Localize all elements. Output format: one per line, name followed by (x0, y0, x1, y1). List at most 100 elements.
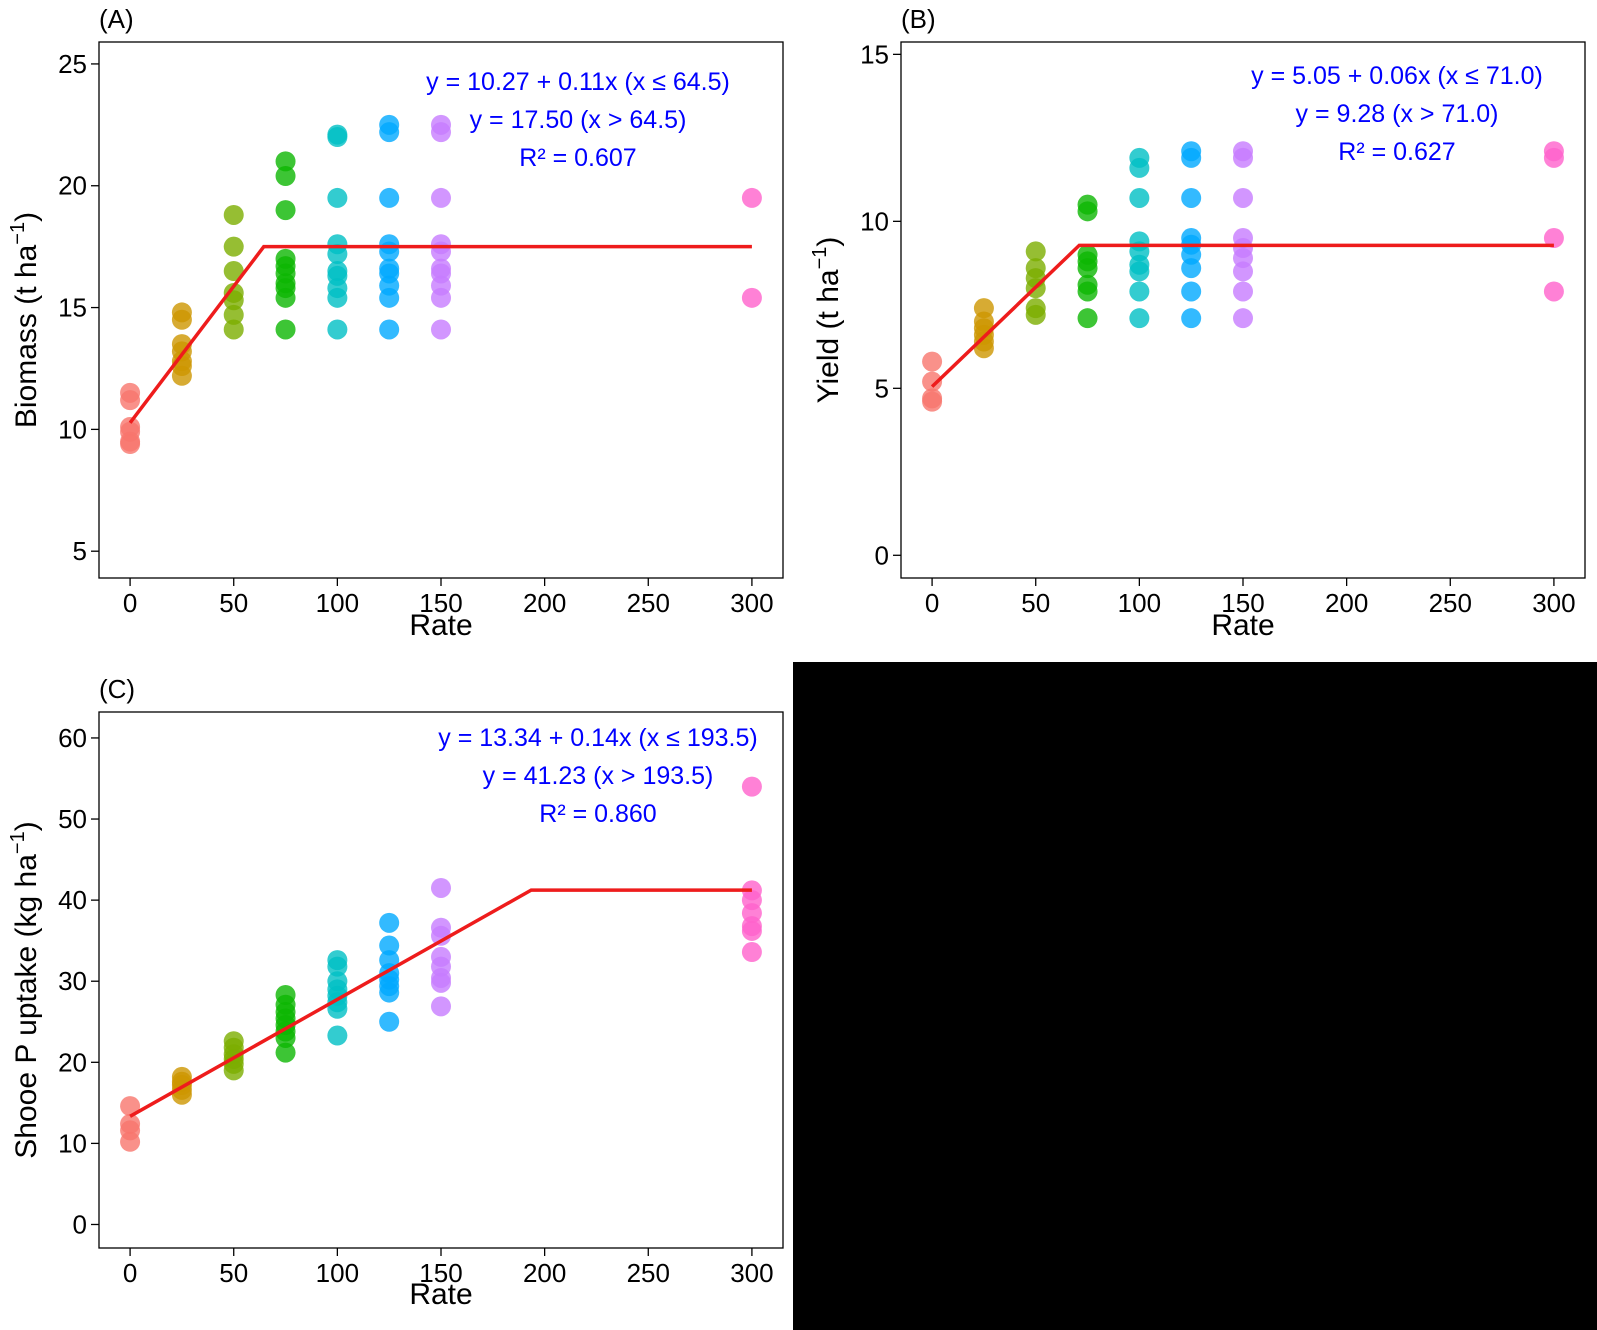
x-tick-label: 0 (123, 588, 137, 618)
data-point (922, 391, 943, 412)
empty-black-panel (793, 662, 1597, 1330)
y-axis-label: Yield (t ha−1) (809, 237, 845, 404)
y-tick-label: 25 (58, 49, 87, 79)
data-point (741, 187, 762, 208)
data-point (171, 309, 192, 330)
data-point (379, 287, 400, 308)
data-point (1129, 261, 1150, 282)
y-tick-label: 10 (860, 206, 889, 236)
data-point (120, 1096, 141, 1117)
x-tick-label: 250 (627, 1258, 670, 1288)
data-point (431, 241, 451, 262)
x-tick-label: 300 (730, 1258, 773, 1288)
y-tick-label: 5 (875, 373, 889, 403)
data-point (1077, 201, 1098, 222)
x-tick-label: 100 (316, 588, 359, 618)
equation-text: y = 17.50 (x > 64.5) (470, 106, 687, 134)
data-point (379, 1011, 400, 1032)
data-point (1077, 308, 1098, 329)
y-tick-label: 5 (73, 536, 87, 566)
data-point (1181, 187, 1202, 208)
panel-label: (A) (99, 4, 134, 34)
data-point (1181, 147, 1202, 168)
data-point (327, 287, 348, 308)
panel-b: (B) 0 50 100 150 200 250 300 0 5 10 15 Rate Yield (t … (809, 4, 1586, 642)
panel-label: (B) (901, 4, 936, 34)
y-tick-label: 30 (58, 966, 87, 996)
data-point (1543, 147, 1564, 168)
data-point (1233, 261, 1253, 282)
data-point (223, 304, 244, 325)
data-point (1077, 281, 1098, 302)
y-axis-label: Biomass (t ha−1) (7, 212, 43, 428)
y-tick-label: 10 (58, 1128, 87, 1158)
equation-text: y = 13.34 + 0.14x (x ≤ 193.5) (438, 724, 757, 752)
y-tick-label: 10 (58, 414, 87, 444)
data-point (431, 996, 451, 1017)
x-tick-label: 100 (316, 1258, 359, 1288)
data-point (223, 319, 244, 340)
x-tick-label: 250 (1429, 588, 1472, 618)
equation-text: y = 5.05 + 0.06x (x ≤ 71.0) (1251, 62, 1543, 90)
data-point (275, 319, 296, 340)
x-tick-label: 150 (419, 1258, 462, 1288)
y-tick-label: 0 (73, 1209, 87, 1239)
data-point (120, 434, 141, 454)
data-point (223, 204, 244, 225)
data-point (171, 365, 192, 386)
x-tick-label: 150 (1221, 588, 1264, 618)
data-point (327, 187, 348, 208)
data-point (223, 1060, 244, 1081)
data-point (1129, 281, 1150, 302)
data-point (275, 166, 296, 186)
data-point (1129, 308, 1150, 329)
data-point (431, 877, 451, 898)
data-point (431, 122, 451, 143)
y-tick-label: 60 (58, 723, 87, 753)
x-tick-label: 200 (523, 588, 566, 618)
x-tick-label: 200 (523, 1258, 566, 1288)
data-point (327, 319, 348, 340)
data-point (741, 287, 762, 308)
fit-line (128, 244, 752, 424)
y-tick-label: 20 (58, 1047, 87, 1077)
y-tick-label: 40 (58, 885, 87, 915)
data-point (379, 935, 400, 956)
data-point (275, 1042, 296, 1063)
fit-line (930, 243, 1554, 388)
data-point (922, 371, 943, 392)
data-point (1181, 258, 1202, 279)
data-point (120, 390, 141, 411)
data-point (327, 243, 348, 264)
panel-label: (C) (99, 674, 135, 704)
data-point (379, 122, 400, 143)
y-tick-label: 20 (58, 171, 87, 201)
data-point (379, 912, 400, 933)
data-point (327, 956, 348, 977)
data-point (379, 241, 400, 262)
data-point (379, 319, 400, 340)
data-point (741, 920, 762, 941)
data-point (275, 151, 296, 172)
data-point (431, 972, 451, 993)
x-tick-label: 50 (1021, 588, 1050, 618)
data-point (1233, 281, 1253, 302)
data-point (1233, 187, 1253, 208)
data-point (1077, 258, 1098, 279)
data-point (1025, 241, 1046, 262)
data-point (1543, 281, 1564, 302)
x-tick-label: 50 (219, 1258, 248, 1288)
y-axis-label: Shooe P uptake (kg ha−1) (7, 821, 43, 1159)
data-point (1543, 228, 1564, 249)
x-tick-label: 300 (1532, 588, 1575, 618)
x-tick-label: 250 (627, 588, 670, 618)
x-tick-label: 50 (219, 588, 248, 618)
x-axis-label: Rate (1211, 609, 1274, 642)
data-point (431, 287, 451, 308)
equation-text: R² = 0.627 (1338, 138, 1455, 166)
equation-text: y = 41.23 (x > 193.5) (483, 762, 714, 790)
data-point (275, 287, 296, 308)
data-point (223, 236, 244, 257)
equation-text: y = 10.27 + 0.11x (x ≤ 64.5) (426, 68, 730, 96)
data-point (741, 942, 762, 963)
